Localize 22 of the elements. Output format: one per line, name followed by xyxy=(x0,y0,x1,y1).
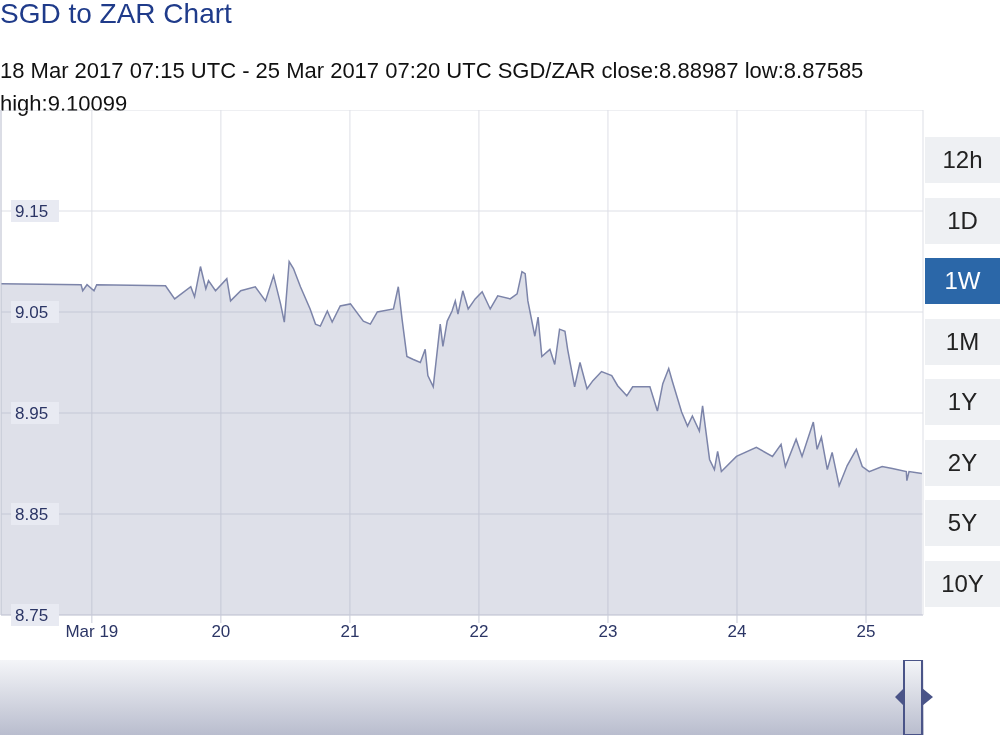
x-tick-label: 25 xyxy=(856,622,876,642)
y-tick-label: 9.15 xyxy=(15,201,49,221)
chart-subtitle: 18 Mar 2017 07:15 UTC - 25 Mar 2017 07:20 UTC SGD/ZAR close:8.88987 low:8.87585 high:9.10099 xyxy=(0,57,865,118)
text: 1M xyxy=(925,318,1000,365)
text: 1D xyxy=(925,197,1000,244)
text: 10Y xyxy=(925,560,1000,607)
y-tick-label: 9.05 xyxy=(15,302,49,322)
text: 1W xyxy=(925,258,1000,304)
y-tick-label: 8.75 xyxy=(15,605,49,625)
text: 1Y xyxy=(925,379,1000,425)
chart-title: SGD to ZAR Chart xyxy=(0,0,232,30)
text: 2Y xyxy=(925,439,1000,486)
x-tick-label: 22 xyxy=(469,622,489,642)
x-tick-label: 21 xyxy=(340,622,360,642)
x-tick-label: 24 xyxy=(727,622,747,642)
x-tick-label: Mar 19 xyxy=(65,622,119,642)
text: 5Y xyxy=(925,500,1000,546)
text: 12h xyxy=(925,137,1000,183)
x-tick-label: 23 xyxy=(598,622,618,642)
y-tick-label: 8.95 xyxy=(15,403,49,423)
x-tick-label: 20 xyxy=(211,622,231,642)
y-tick-label: 8.85 xyxy=(15,504,49,524)
